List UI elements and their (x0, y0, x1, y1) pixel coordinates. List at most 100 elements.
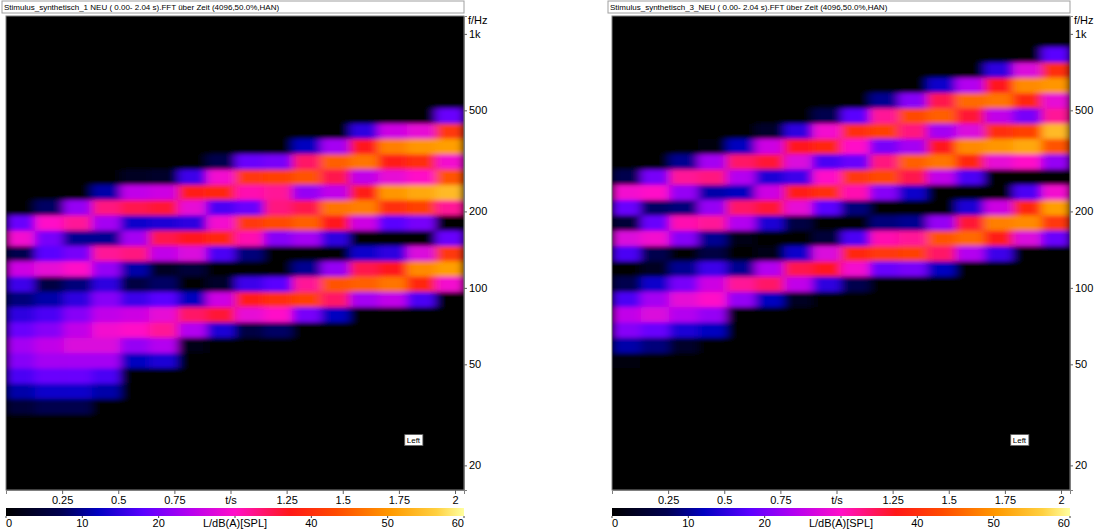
heatmap-cell (149, 123, 178, 139)
heatmap-cell (1013, 77, 1042, 93)
heatmap-cell (698, 352, 727, 368)
heatmap-cell (812, 184, 841, 200)
heatmap-cell (435, 108, 464, 124)
heatmap-cell (235, 123, 264, 139)
heatmap-cell (435, 123, 464, 139)
heatmap-cell (6, 184, 35, 200)
heatmap-cell (178, 475, 207, 490)
heatmap-cell (698, 368, 727, 384)
heatmap-cell (812, 31, 841, 47)
heatmap-cell (35, 245, 64, 261)
heatmap-cell (927, 123, 956, 139)
heatmap-cell (812, 398, 841, 414)
heatmap-cell (755, 215, 784, 231)
heatmap-cell (35, 291, 64, 307)
x-tick-label: 0.25 (658, 494, 679, 506)
heatmap-cell (121, 444, 150, 460)
x-tick: 1.5 (336, 490, 351, 506)
heatmap-cell (812, 62, 841, 78)
heatmap-cell (292, 429, 321, 445)
heatmap-cell (350, 169, 379, 185)
heatmap-cell (984, 276, 1013, 292)
heatmap-cell (435, 92, 464, 108)
colorbar-tick-label: 0 (612, 517, 618, 529)
heatmap-cell (898, 47, 927, 63)
heatmap-cell (612, 459, 641, 475)
heatmap-cell (984, 138, 1013, 154)
colorbar-tick-label: 10 (76, 517, 88, 529)
y-tick-mark (1070, 211, 1073, 212)
heatmap-cell (956, 199, 985, 215)
heatmap-cell (870, 383, 899, 399)
heatmap-cell (121, 459, 150, 475)
heatmap-cell (121, 77, 150, 93)
heatmap-cell (149, 62, 178, 78)
heatmap-cell (6, 291, 35, 307)
heatmap-cell (292, 16, 321, 32)
heatmap-cell (784, 261, 813, 277)
heatmap-cell (6, 123, 35, 139)
heatmap-cell (292, 47, 321, 63)
heatmap-cell (641, 169, 670, 185)
heatmap-cell (812, 199, 841, 215)
heatmap-cell (898, 291, 927, 307)
heatmap-cell (984, 123, 1013, 139)
heatmap-cell (121, 47, 150, 63)
heatmap-cell (927, 16, 956, 32)
heatmap-cell (812, 123, 841, 139)
heatmap-cell (92, 138, 121, 154)
heatmap-cell (784, 92, 813, 108)
x-tick: 0.75 (770, 490, 791, 506)
heatmap-cell (727, 307, 756, 323)
heatmap-cell (235, 322, 264, 338)
heatmap-cell (206, 276, 235, 292)
heatmap-cell (870, 47, 899, 63)
heatmap-cell (264, 230, 293, 246)
heatmap-cell (121, 92, 150, 108)
y-axis: 20501002005001k (464, 17, 487, 491)
heatmap-cell (178, 199, 207, 215)
heatmap-cell (727, 138, 756, 154)
heatmap-cell (870, 16, 899, 32)
heatmap-cell (669, 368, 698, 384)
heatmap-cell (292, 414, 321, 430)
heatmap-cell (407, 154, 436, 170)
heatmap-cell (612, 215, 641, 231)
heatmap-cell (350, 276, 379, 292)
heatmap-cell (149, 154, 178, 170)
heatmap-cell (727, 322, 756, 338)
heatmap-cell (321, 352, 350, 368)
heatmap-cell (612, 169, 641, 185)
heatmap-cell (1041, 184, 1070, 200)
heatmap-cell (264, 169, 293, 185)
colorbar-tick-label: L/dB(A)[SPL] (809, 517, 873, 529)
y-tick-label: 20 (1075, 459, 1087, 471)
heatmap-cell (92, 169, 121, 185)
colorbar-axis: 01020L/dB(A)[SPL]405060 (612, 516, 1070, 529)
heatmap-cell (669, 398, 698, 414)
heatmap-cell (235, 77, 264, 93)
heatmap-cell (121, 337, 150, 353)
heatmap-cell (235, 475, 264, 490)
heatmap-cell (264, 261, 293, 277)
heatmap-cell (321, 414, 350, 430)
heatmap-cell (407, 383, 436, 399)
heatmap-cell (264, 215, 293, 231)
heatmap-cell (407, 123, 436, 139)
heatmap-cell (435, 414, 464, 430)
heatmap-cell (698, 199, 727, 215)
heatmap-cell (727, 16, 756, 32)
heatmap-cell (292, 184, 321, 200)
heatmap-cell (350, 291, 379, 307)
heatmap-cell (669, 169, 698, 185)
colorbar-tick-label: 20 (153, 517, 165, 529)
heatmap-cell (292, 138, 321, 154)
heatmap-cell (698, 459, 727, 475)
heatmap-cell (35, 92, 64, 108)
heatmap-cell (92, 108, 121, 124)
y-tick-mark (1070, 34, 1073, 35)
heatmap-cell (407, 215, 436, 231)
heatmap-cell (178, 352, 207, 368)
heatmap-cell (841, 92, 870, 108)
heatmap-cell (378, 215, 407, 231)
